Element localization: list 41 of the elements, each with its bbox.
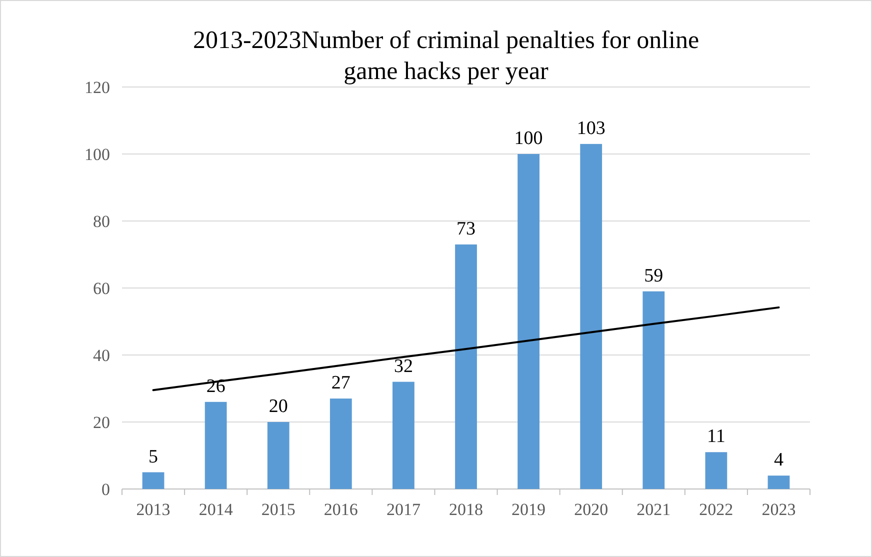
y-tick-label: 100 <box>84 144 110 164</box>
y-tick-label: 40 <box>93 346 110 365</box>
y-tick-label: 20 <box>93 412 110 432</box>
bar <box>142 472 164 489</box>
data-label: 4 <box>774 450 784 471</box>
data-label: 103 <box>576 118 606 139</box>
bar <box>204 402 227 489</box>
x-tick-label: 2021 <box>636 500 671 519</box>
bar <box>392 382 414 489</box>
x-tick-label: 2018 <box>449 500 483 519</box>
chart-title: 2013-2023Number of criminal penalties for online game hacks per year <box>192 27 700 85</box>
bar <box>518 154 540 489</box>
data-label: 32 <box>394 356 413 377</box>
data-label: 73 <box>456 218 476 240</box>
data-label: 20 <box>268 396 288 417</box>
x-tick-label: 2016 <box>324 500 358 519</box>
data-label: 100 <box>514 128 543 149</box>
data-label: 11 <box>707 426 726 448</box>
x-tick-label: 2022 <box>699 500 734 519</box>
x-tick-label: 2014 <box>198 500 234 519</box>
x-tick-label: 2015 <box>261 500 296 519</box>
bar <box>580 144 602 489</box>
x-tick-label: 2017 <box>386 500 421 519</box>
bar <box>642 291 665 489</box>
data-label: 5 <box>148 446 158 468</box>
line-series <box>152 306 780 392</box>
bar <box>705 452 728 489</box>
data-label: 27 <box>331 372 350 394</box>
data-label: 59 <box>644 265 664 286</box>
bar <box>768 476 790 489</box>
y-tick-label: 60 <box>93 278 110 298</box>
bar <box>267 422 290 489</box>
x-tick-label: 2019 <box>512 500 546 519</box>
y-tick-label: 0 <box>102 480 110 499</box>
y-tick-label: 120 <box>84 78 110 97</box>
x-tick-label: 2020 <box>574 500 608 519</box>
bar <box>330 398 352 489</box>
y-tick-label: 80 <box>93 212 110 231</box>
x-tick-label: 2023 <box>762 500 796 519</box>
x-tick-label: 2013 <box>136 500 170 519</box>
bar <box>455 244 477 489</box>
